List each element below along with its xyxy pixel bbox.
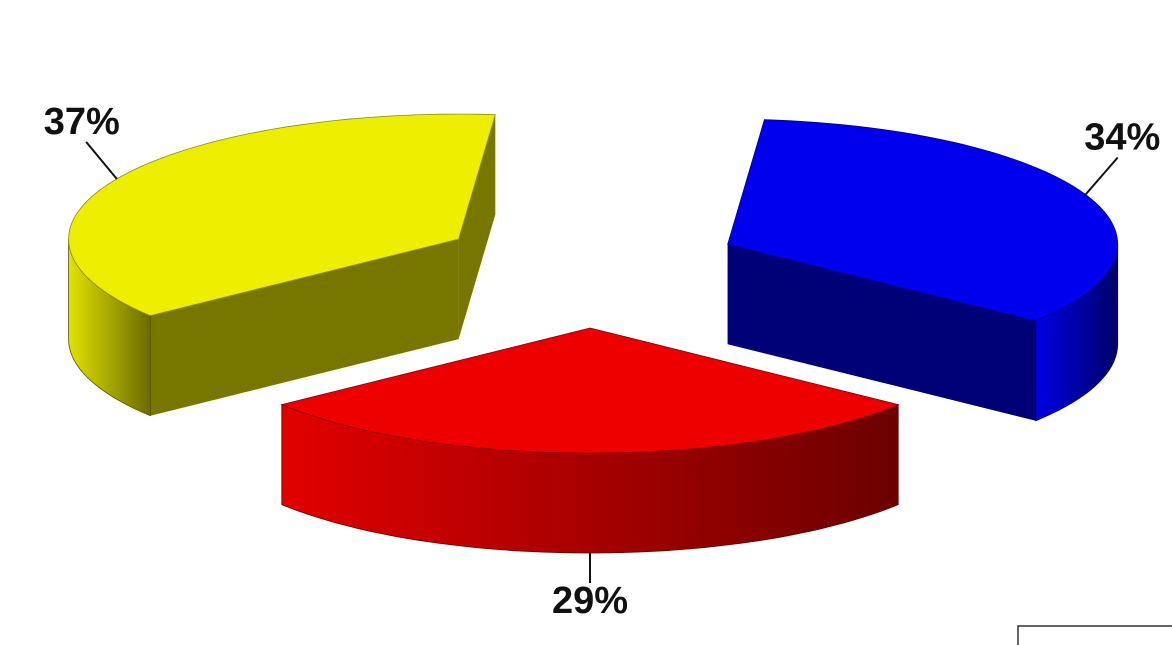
data-label: 34% bbox=[1084, 117, 1160, 159]
data-label: 29% bbox=[552, 580, 628, 622]
leader-line bbox=[86, 142, 117, 179]
legend-box bbox=[1018, 626, 1172, 645]
page: 37%34%29% (() => { const data = JSON.par… bbox=[0, 0, 1172, 645]
chart: 37% 34% 29% bbox=[0, 0, 1172, 645]
data-label: 37% bbox=[44, 101, 120, 143]
leader-line bbox=[1086, 158, 1118, 195]
